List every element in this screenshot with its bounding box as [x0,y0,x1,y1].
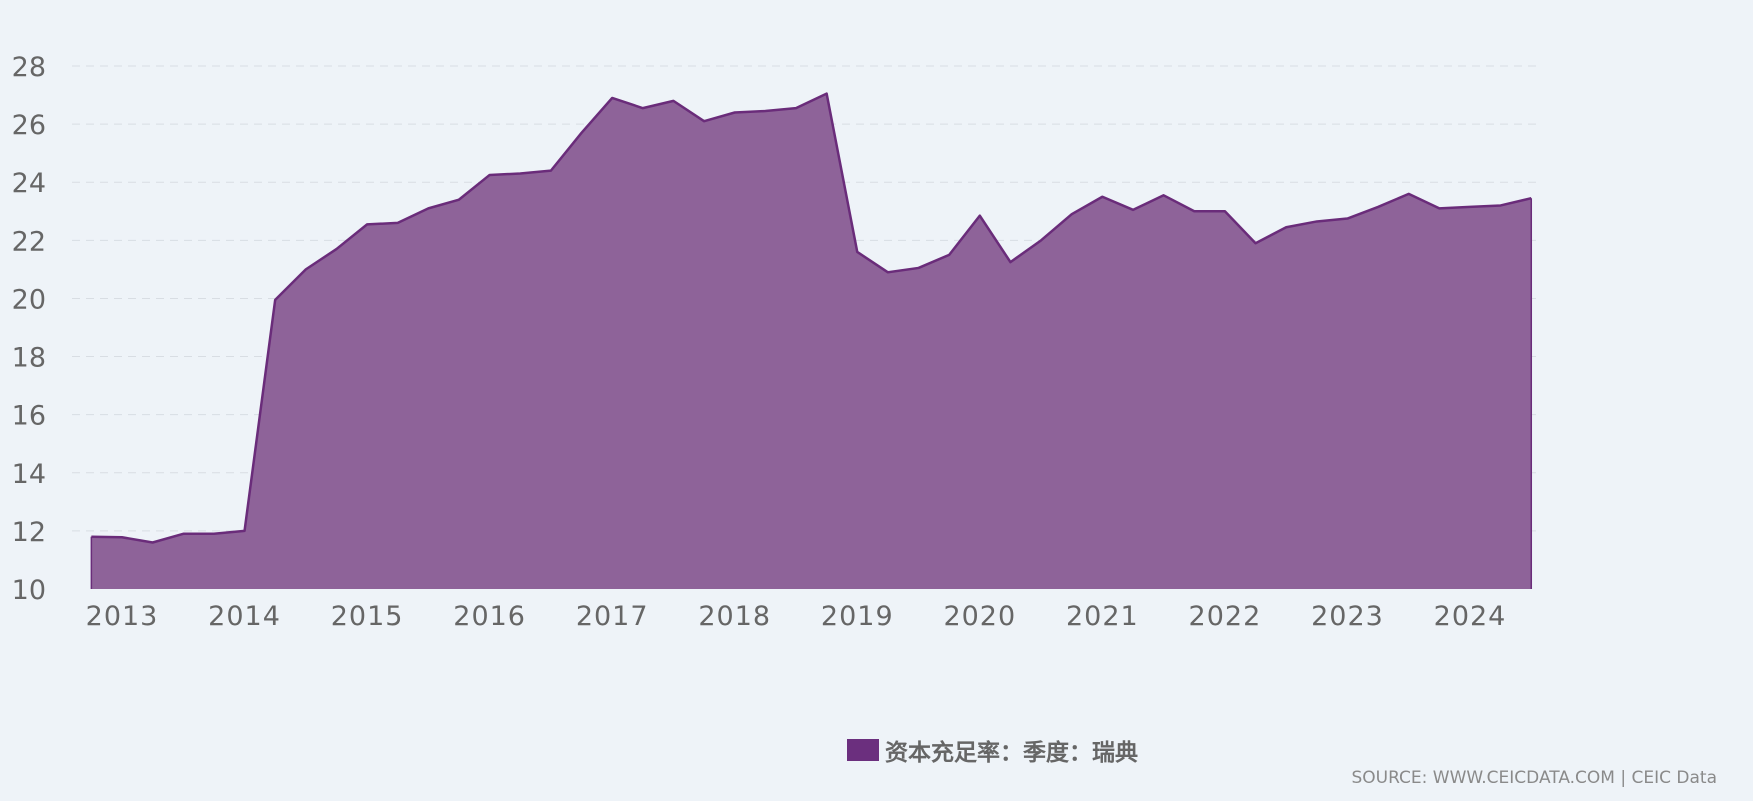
y-tick-label: 14 [12,459,46,490]
legend-swatch [847,739,879,761]
source-credit: SOURCE: WWW.CEICDATA.COM | CEIC Data [1351,768,1717,788]
y-axis: 10 12 14 16 18 20 22 24 26 28 [12,52,46,606]
y-tick-label: 24 [12,168,46,199]
y-tick-label: 12 [12,517,46,548]
y-tick-label: 16 [12,401,46,432]
x-tick-label: 2014 [208,601,281,632]
series-area [90,92,1533,589]
series-line [91,92,1532,544]
y-tick-label: 26 [12,110,46,141]
series-area-fill [91,93,1532,589]
x-tick-label: 2024 [1434,601,1507,632]
y-tick-label: 22 [12,226,46,257]
x-tick-label: 2021 [1066,601,1139,632]
x-tick-label: 2018 [698,601,771,632]
x-tick-label: 2016 [453,601,526,632]
legend[interactable]: 资本充足率：季度：瑞典 [847,733,1138,767]
x-tick-label: 2013 [86,601,159,632]
y-tick-label: 20 [12,284,46,315]
legend-label: 资本充足率：季度：瑞典 [885,740,1138,766]
y-tick-label: 18 [12,343,46,374]
x-tick-label: 2023 [1311,601,1384,632]
x-tick-label: 2020 [943,601,1016,632]
x-tick-label: 2019 [821,601,894,632]
y-tick-label: 28 [12,52,46,83]
x-tick-label: 2017 [576,601,649,632]
y-tick-label: 10 [12,575,46,606]
x-tick-label: 2022 [1189,601,1262,632]
x-axis: 2013 2014 2015 2016 2017 2018 2019 2020 2021 2022… [86,601,1507,632]
x-tick-label: 2015 [331,601,404,632]
